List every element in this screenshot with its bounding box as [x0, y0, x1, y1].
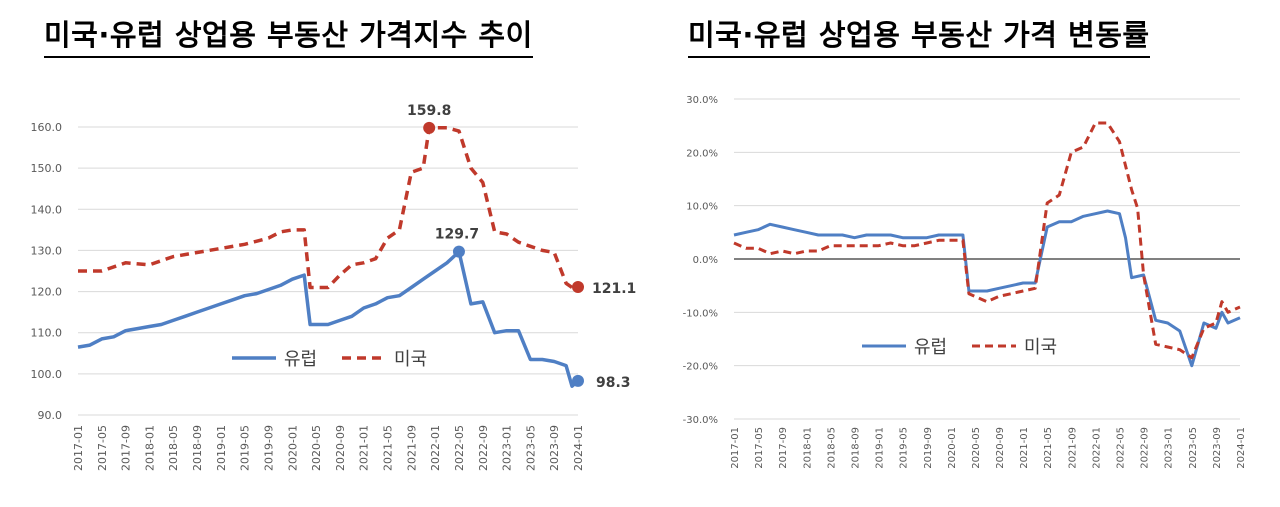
y-tick-label: 150.0	[31, 162, 63, 175]
x-tick-label: 2023-09	[548, 425, 561, 471]
series-line-eu	[733, 209, 1241, 368]
x-tick-label: 2023-05	[1188, 427, 1199, 469]
y-tick-label: -20.0%	[683, 362, 718, 373]
y-tick-label: 110.0	[31, 327, 63, 340]
x-tick-label: 2020-01	[947, 427, 958, 469]
x-tick-label: 2019-01	[875, 427, 886, 469]
x-tick-label: 2017-01	[72, 425, 85, 471]
x-tick-label: 2022-09	[477, 425, 490, 471]
y-tick-label: -30.0%	[683, 415, 718, 426]
x-tick-label: 2023-01	[501, 425, 514, 471]
series-line-us	[78, 126, 579, 290]
x-tick-label: 2019-05	[239, 425, 252, 471]
x-tick-label: 2022-01	[429, 425, 442, 471]
x-tick-label: 2020-01	[286, 425, 299, 471]
y-tick-label: 90.0	[38, 409, 63, 422]
x-tick-label: 2017-05	[754, 427, 765, 469]
right-chart-title: 미국·유럽 상업용 부동산 가격 변동률	[688, 12, 1150, 58]
x-tick-label: 2020-05	[310, 425, 323, 471]
x-tick-label: 2017-09	[778, 427, 789, 469]
y-tick-label: -10.0%	[683, 308, 718, 319]
x-tick-label: 2017-01	[730, 427, 741, 469]
data-label: 129.7	[435, 227, 479, 243]
x-tick-label: 2022-09	[1140, 427, 1151, 469]
x-tick-label: 2021-09	[405, 425, 418, 471]
data-label: 159.8	[407, 103, 451, 119]
x-tick-label: 2024-01	[1236, 427, 1247, 469]
x-tick-label: 2019-09	[923, 427, 934, 469]
x-tick-label: 2020-09	[995, 427, 1006, 469]
x-tick-label: 2021-05	[382, 425, 395, 471]
x-tick-label: 2021-05	[1043, 427, 1054, 469]
x-tick-label: 2019-09	[262, 425, 275, 471]
legend-label-eu: 유럽	[284, 349, 317, 370]
x-tick-label: 2018-01	[802, 427, 813, 469]
x-tick-label: 2019-01	[215, 425, 228, 471]
legend-label-eu: 유럽	[914, 337, 947, 358]
data-point-marker	[423, 121, 436, 134]
x-tick-label: 2022-05	[453, 425, 466, 471]
x-tick-label: 2020-09	[334, 425, 347, 471]
x-tick-label: 2021-01	[1019, 427, 1030, 469]
data-point-marker	[572, 374, 584, 387]
change-rate-chart: 30.0% 20.0% 10.0% 0.0% -10.0% -20.0% -30.0% 201…	[683, 95, 1247, 469]
x-tick-label: 2023-01	[1164, 427, 1175, 469]
y-tick-label: 30.0%	[686, 95, 718, 106]
series-line-eu	[77, 249, 580, 388]
x-tick-label: 2017-05	[96, 425, 109, 471]
data-label: 121.1	[592, 281, 636, 297]
x-tick-label: 2018-01	[143, 425, 156, 471]
data-label: 98.3	[596, 375, 631, 391]
x-tick-label: 2022-05	[1116, 427, 1127, 469]
legend-label-us: 미국	[1024, 337, 1057, 358]
x-tick-label: 2018-09	[850, 427, 861, 469]
x-tick-label: 2022-01	[1091, 427, 1102, 469]
y-tick-label: 20.0%	[686, 148, 718, 159]
legend-label-us: 미국	[394, 349, 427, 370]
y-tick-label: 120.0	[31, 286, 63, 299]
data-point-marker	[572, 281, 584, 294]
x-tick-label: 2020-05	[971, 427, 982, 469]
x-tick-label: 2017-09	[120, 425, 133, 471]
left-chart-title: 미국·유럽 상업용 부동산 가격지수 추이	[44, 12, 533, 58]
y-tick-label: 140.0	[31, 203, 63, 216]
x-tick-label: 2021-01	[358, 425, 371, 471]
y-tick-label: 130.0	[31, 244, 63, 257]
series-line-us	[733, 121, 1241, 360]
x-tick-label: 2018-05	[167, 425, 180, 471]
y-tick-label: 100.0	[31, 368, 63, 381]
x-tick-label: 2024-01	[572, 425, 585, 471]
x-tick-label: 2018-09	[191, 425, 204, 471]
x-tick-label: 2018-05	[826, 427, 837, 469]
data-point-marker	[452, 245, 465, 258]
x-tick-label: 2019-05	[899, 427, 910, 469]
x-tick-label: 2023-09	[1212, 427, 1223, 469]
x-tick-label: 2023-05	[524, 425, 537, 471]
index-chart: 160.0 150.0 140.0 130.0 120.0 110.0 100.0 90.0 2…	[31, 103, 637, 471]
y-tick-label: 160.0	[31, 121, 63, 134]
y-tick-label: 10.0%	[686, 202, 718, 213]
y-tick-label: 0.0%	[693, 255, 718, 266]
x-tick-label: 2021-09	[1067, 427, 1078, 469]
